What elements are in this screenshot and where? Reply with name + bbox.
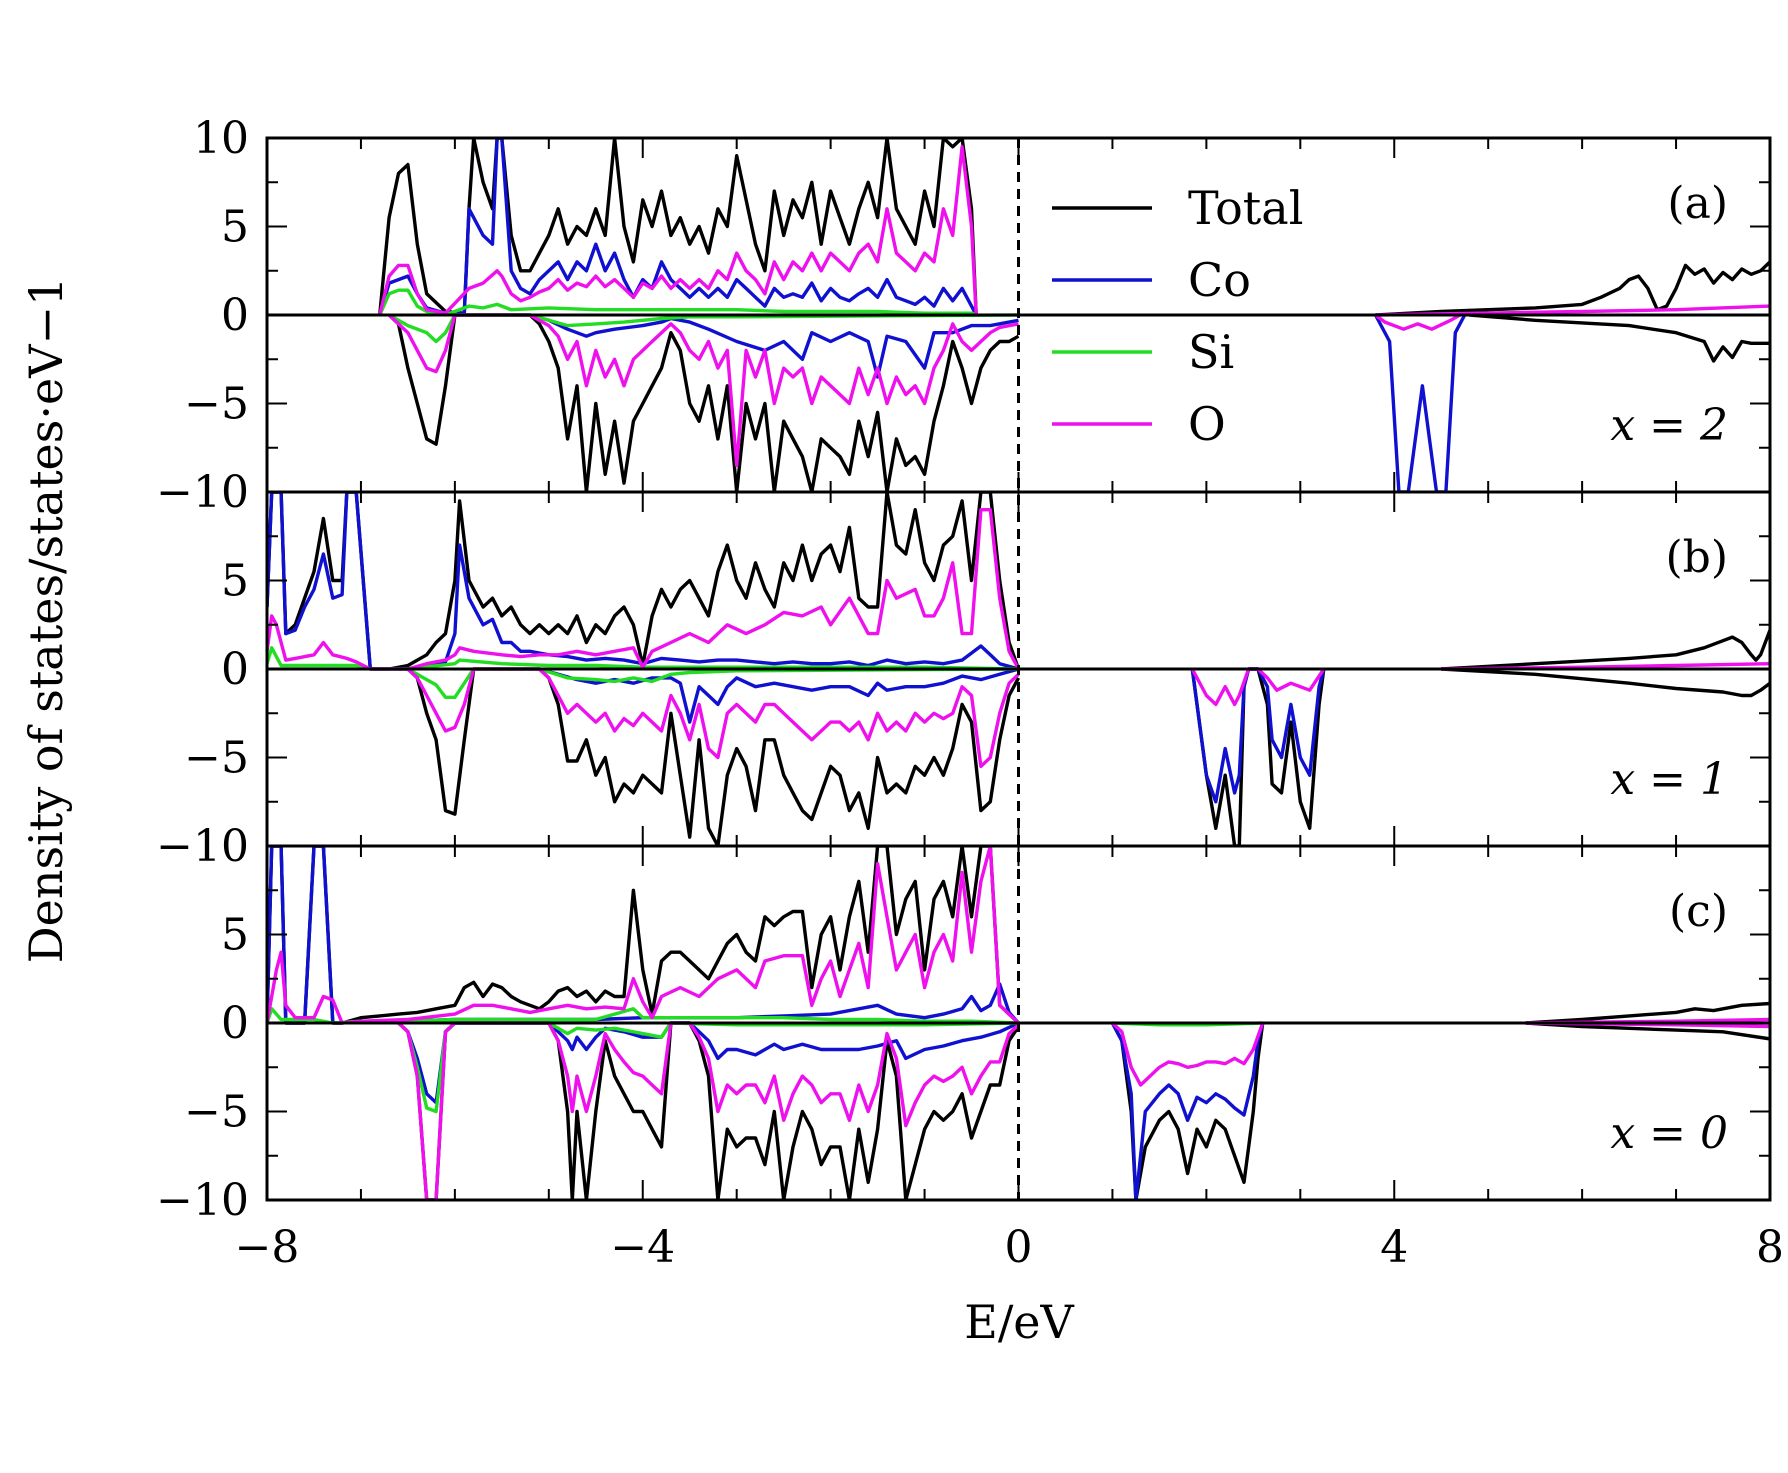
- series-total-down-line: [397, 1021, 1020, 1200]
- x-tick-labels: −8 −4 0 4 8: [235, 1222, 1784, 1273]
- series-total-down-cb-line: [1469, 313, 1770, 363]
- series-co-up-line: [378, 138, 978, 316]
- y-axis-label: Density of states/states·eV−1: [19, 277, 73, 964]
- panel-tag: (b): [1666, 532, 1729, 583]
- y-tick-label: −5: [184, 379, 249, 430]
- y-tick-label: 5: [221, 556, 249, 607]
- panel-x-label: x = 1: [1610, 754, 1728, 805]
- series-total-down-gap-line: [1190, 667, 1326, 846]
- y-tick-label: 0: [221, 998, 249, 1049]
- series-co-down-cb-line: [1373, 314, 1467, 492]
- series-si-up-line: [378, 288, 977, 317]
- legend-label-co: Co: [1188, 253, 1251, 307]
- series-total-up-line: [267, 846, 1020, 1025]
- panel-x-label: x = 0: [1610, 1108, 1728, 1159]
- series-total-down-line: [387, 313, 1020, 492]
- series-o-down-cb-line: [1374, 313, 1461, 331]
- legend-label-si: Si: [1188, 325, 1234, 379]
- x-tick-label: −4: [610, 1222, 675, 1273]
- series-total-down-line: [406, 667, 1020, 846]
- y-tick-label: −5: [184, 733, 249, 784]
- y-tick-label: 5: [221, 202, 249, 253]
- y-tick-label: 0: [221, 644, 249, 695]
- series-co-down-line: [529, 313, 1019, 379]
- series-co-down-gap-line: [1110, 1022, 1265, 1200]
- panel-tag: (a): [1667, 178, 1728, 229]
- series-o-down-gap-line: [1111, 1021, 1265, 1087]
- series-o-down-line: [397, 1021, 1020, 1200]
- series-total-up-line: [378, 138, 978, 316]
- series-o-down-line: [406, 667, 1020, 769]
- y-tick-label: −10: [156, 821, 249, 872]
- x-axis-label: E/eV: [964, 1295, 1074, 1349]
- series-o-up-line: [267, 508, 1021, 671]
- series-total-down-cb-line: [1441, 667, 1770, 698]
- x-tick-label: 8: [1756, 1222, 1784, 1273]
- series-total-up-cb-line: [1525, 1001, 1770, 1025]
- panel-x-label: x = 2: [1610, 400, 1728, 451]
- series-o-up-line: [378, 145, 978, 316]
- series-lines: [267, 846, 1770, 1200]
- series-o-up-cb-line: [1375, 304, 1770, 317]
- series-si-down-line: [407, 667, 1019, 699]
- y-tick-label: −10: [156, 467, 249, 518]
- legend-label-total: Total: [1188, 181, 1303, 235]
- panel-c: 5 0 −5 −10 (c) x = 0: [156, 844, 1772, 1226]
- series-lines: [378, 138, 1770, 492]
- y-tick-label: 5: [221, 910, 249, 961]
- series-total-up-cb-line: [1441, 629, 1770, 671]
- legend-label-o: O: [1188, 397, 1226, 451]
- series-si-down-line: [388, 313, 1019, 344]
- series-co-down-line: [538, 667, 1019, 724]
- panel-a: 10 5 0 −5 −10 (a) x = 2: [156, 113, 1772, 518]
- y-tick-label: 0: [221, 290, 249, 341]
- series-total-up-cb-line: [1375, 260, 1770, 317]
- series-co-up-line: [267, 492, 1019, 671]
- series-o-up-line: [267, 846, 1020, 1025]
- y-tick-label: −5: [184, 1087, 249, 1138]
- y-tick-label: −10: [156, 1175, 249, 1226]
- panels-layer: 10 5 0 −5 −10 (a) x = 2 5 0 −5 −10 (b) x = 1 5 0 −5 −10 (…: [156, 113, 1772, 1226]
- x-tick-label: 0: [1005, 1222, 1033, 1273]
- panel-b: 5 0 −5 −10 (b) x = 1: [156, 490, 1772, 872]
- y-tick-label: 10: [193, 113, 249, 164]
- x-tick-label: −8: [235, 1222, 300, 1273]
- series-total-down-cb-line: [1525, 1021, 1770, 1041]
- series-si-up-line: [267, 1007, 1019, 1025]
- series-si-up-line: [267, 646, 1019, 671]
- series-o-down-line: [387, 313, 1019, 468]
- series-total-up-line: [267, 492, 1021, 671]
- x-tick-label: 4: [1380, 1222, 1408, 1273]
- panel-tag: (c): [1669, 886, 1728, 937]
- legend: Total Co Si O: [1052, 181, 1303, 451]
- series-co-up-line: [267, 846, 1020, 1025]
